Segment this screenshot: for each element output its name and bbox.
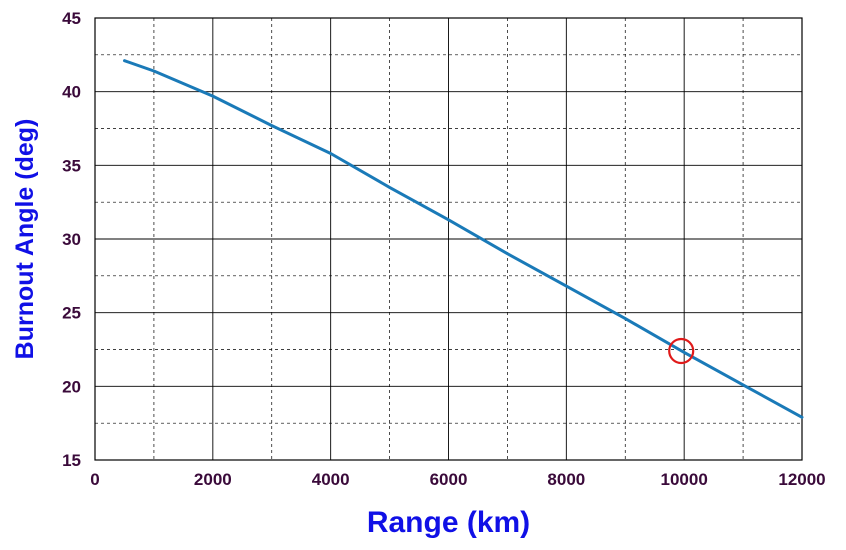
series-line xyxy=(123,59,804,419)
x-tick-label: 6000 xyxy=(430,470,468,489)
y-tick-label: 20 xyxy=(62,377,81,396)
x-tick-labels: 0 2000 4000 6000 8000 10000 12000 xyxy=(90,470,825,489)
x-tick-label: 4000 xyxy=(312,470,350,489)
x-tick-label: 8000 xyxy=(547,470,585,489)
x-tick-label: 0 xyxy=(90,470,99,489)
x-tick-label: 12000 xyxy=(778,470,825,489)
y-tick-label: 45 xyxy=(62,9,81,28)
y-tick-label: 40 xyxy=(62,83,81,102)
y-tick-label: 35 xyxy=(62,156,81,175)
annotation-layer xyxy=(668,337,695,365)
highlight-circle-marker xyxy=(668,337,695,365)
series-layer xyxy=(123,59,804,419)
plot-frame xyxy=(94,17,803,461)
x-axis-title: Range (km) xyxy=(367,506,530,539)
y-axis-title: Burnout Angle (deg) xyxy=(11,119,39,360)
y-tick-labels: 15 20 25 30 35 40 45 xyxy=(62,9,81,470)
y-tick-label: 25 xyxy=(62,304,81,323)
x-tick-label: 2000 xyxy=(194,470,232,489)
y-tick-label: 15 xyxy=(62,451,81,470)
x-tick-label: 10000 xyxy=(661,470,708,489)
y-tick-label: 30 xyxy=(62,230,81,249)
grid xyxy=(95,18,802,460)
